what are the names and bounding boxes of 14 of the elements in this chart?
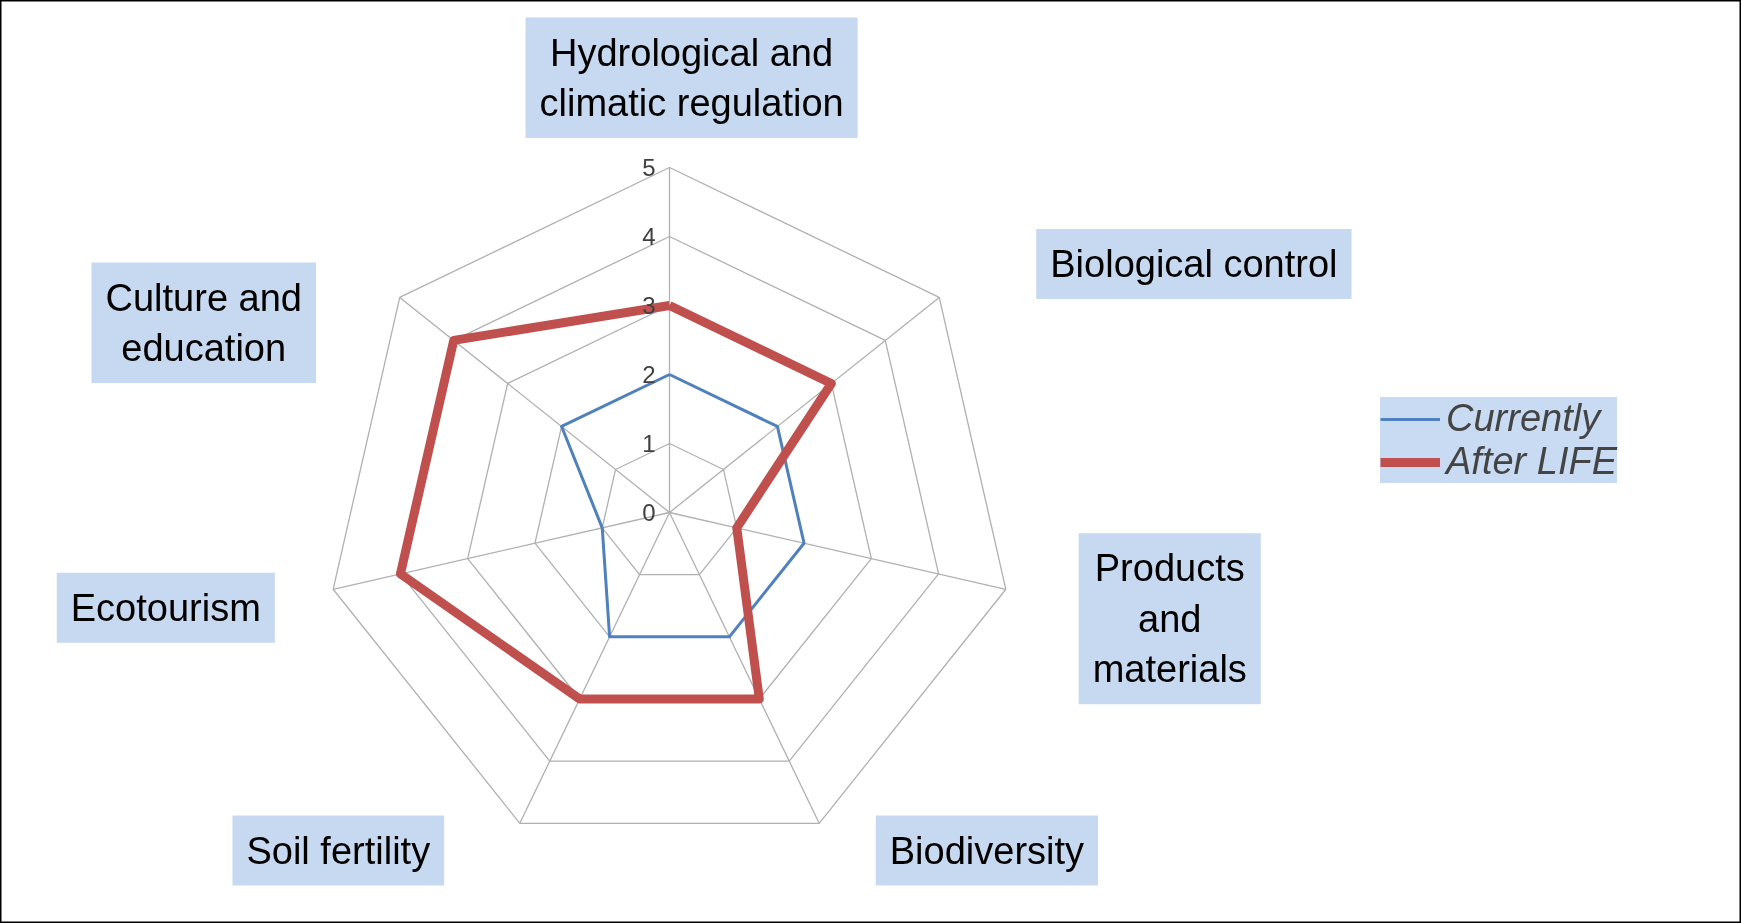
spoke-label: Products and materials (1092, 547, 1247, 691)
spoke-label: Biodiversity (889, 829, 1085, 872)
y-tick-label: 2 (642, 361, 656, 388)
legend-label: Currently (1446, 397, 1601, 440)
y-tick-label: 1 (642, 430, 656, 457)
spoke-label: Soil fertility (246, 829, 431, 872)
spoke-label: Hydrological and climatic regulation (539, 31, 844, 124)
legend-label: After LIFE (1446, 440, 1618, 483)
y-tick-label: 5 (642, 154, 656, 181)
y-tick-label: 4 (642, 223, 656, 250)
y-tick-label: 0 (642, 499, 656, 526)
spoke-label: Biological control (1050, 243, 1338, 286)
spoke-label: Culture and education (105, 276, 302, 369)
spoke-label: Ecotourism (70, 586, 261, 629)
